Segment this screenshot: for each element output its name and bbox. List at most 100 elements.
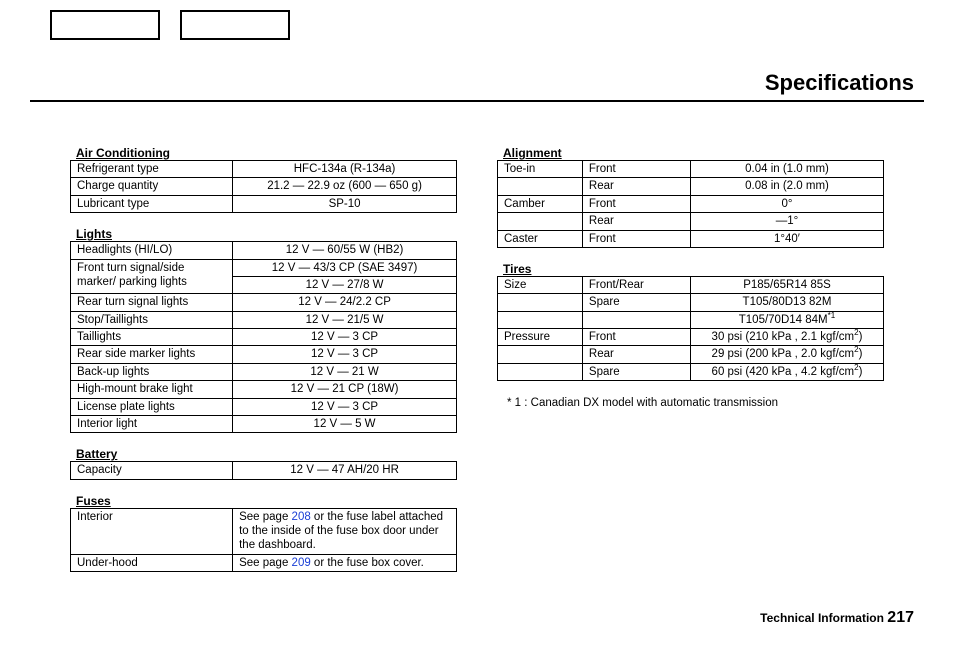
top-box-2 <box>180 10 290 40</box>
cell-sub: Front/Rear <box>582 276 690 293</box>
table-row: Taillights 12 V — 3 CP <box>71 329 457 346</box>
cell-value: 21.2 — 22.9 oz (600 — 650 g) <box>233 178 457 195</box>
cell-value: 12 V — 47 AH/20 HR <box>233 462 457 479</box>
cell-value: 12 V — 21 W <box>233 363 457 380</box>
cell-value: P185/65R14 85S <box>690 276 883 293</box>
page: Specifications Air Conditioning Refriger… <box>0 0 954 657</box>
table-row: Refrigerant type HFC-134a (R-134a) <box>71 161 457 178</box>
table-row: Interior light 12 V — 5 W <box>71 415 457 432</box>
cell-cat: Camber <box>498 195 583 212</box>
cell-cat <box>498 213 583 230</box>
cell-cat: Caster <box>498 230 583 247</box>
table-row: Headlights (HI/LO) 12 V — 60/55 W (HB2) <box>71 242 457 259</box>
cell-sub <box>582 311 690 328</box>
cell-label: Rear turn signal lights <box>71 294 233 311</box>
cell-sub: Spare <box>582 294 690 311</box>
footer-page-number: 217 <box>887 609 914 626</box>
cell-cat: Size <box>498 276 583 293</box>
cell-label: Stop/Taillights <box>71 311 233 328</box>
footnote: * 1 : Canadian DX model with automatic t… <box>497 397 884 409</box>
cell-label: Rear side marker lights <box>71 346 233 363</box>
footer: Technical Information 217 <box>760 609 914 627</box>
table-row: Front turn signal/side marker/ parking l… <box>71 259 457 276</box>
cell-value: 0.08 in (2.0 mm) <box>690 178 883 195</box>
table-row: Caster Front 1°40′ <box>498 230 884 247</box>
cell-value: 12 V — 21 CP (18W) <box>233 381 457 398</box>
cell-sub: Rear <box>582 178 690 195</box>
table-row: Pressure Front 30 psi (210 kPa , 2.1 kgf… <box>498 329 884 346</box>
spare-value-2-sup: *1 <box>828 311 836 320</box>
table-row: Charge quantity 21.2 — 22.9 oz (600 — 65… <box>71 178 457 195</box>
cell-label: High-mount brake light <box>71 381 233 398</box>
table-row: Stop/Taillights 12 V — 21/5 W <box>71 311 457 328</box>
cell-label: Interior light <box>71 415 233 432</box>
cell-label: Lubricant type <box>71 195 233 212</box>
columns: Air Conditioning Refrigerant type HFC-13… <box>30 132 924 572</box>
left-column: Air Conditioning Refrigerant type HFC-13… <box>70 132 457 572</box>
fuse-text-pre: See page <box>239 557 291 569</box>
table-row: Rear side marker lights 12 V — 3 CP <box>71 346 457 363</box>
cell-cat: Toe-in <box>498 161 583 178</box>
pv-pre: 30 psi (210 kPa , 2.1 kgf/cm <box>712 331 855 343</box>
cell-cat <box>498 294 583 311</box>
cell-cat: Pressure <box>498 329 583 346</box>
table-row: Capacity 12 V — 47 AH/20 HR <box>71 462 457 479</box>
cell-value: 12 V — 3 CP <box>233 329 457 346</box>
cell-label: Capacity <box>71 462 233 479</box>
battery-table: Capacity 12 V — 47 AH/20 HR <box>70 461 457 479</box>
cell-value: 1°40′ <box>690 230 883 247</box>
top-box-1 <box>50 10 160 40</box>
table-row: License plate lights 12 V — 3 CP <box>71 398 457 415</box>
cell-value: 12 V — 24/2.2 CP <box>233 294 457 311</box>
cell-label: Front turn signal/side marker/ parking l… <box>71 259 233 294</box>
cell-value: 12 V — 43/3 CP (SAE 3497) <box>233 259 457 276</box>
table-row: Rear 29 psi (200 kPa , 2.0 kgf/cm2) <box>498 346 884 363</box>
table-row: Size Front/Rear P185/65R14 85S <box>498 276 884 293</box>
page-link[interactable]: 208 <box>292 511 311 523</box>
air-conditioning-table: Refrigerant type HFC-134a (R-134a) Charg… <box>70 160 457 213</box>
table-row: Interior See page 208 or the fuse label … <box>71 508 457 554</box>
cell-label: Interior <box>71 508 233 554</box>
table-row: Under-hood See page 209 or the fuse box … <box>71 554 457 571</box>
cell-value: SP-10 <box>233 195 457 212</box>
table-row: Camber Front 0° <box>498 195 884 212</box>
cell-value: 0° <box>690 195 883 212</box>
top-boxes <box>30 10 924 40</box>
pv-post: ) <box>859 331 863 343</box>
footer-section: Technical Information <box>760 611 884 625</box>
cell-value: —1° <box>690 213 883 230</box>
table-row: Spare T105/80D13 82M <box>498 294 884 311</box>
cell-label: License plate lights <box>71 398 233 415</box>
table-row: Toe-in Front 0.04 in (1.0 mm) <box>498 161 884 178</box>
table-row: Spare 60 psi (420 kPa , 4.2 kgf/cm2) <box>498 363 884 380</box>
cell-value: 12 V — 27/8 W <box>233 276 457 293</box>
cell-value: 12 V — 60/55 W (HB2) <box>233 242 457 259</box>
cell-sub: Front <box>582 230 690 247</box>
right-column: Alignment Toe-in Front 0.04 in (1.0 mm) … <box>497 132 884 572</box>
fuse-text-post: or the fuse box cover. <box>311 557 424 569</box>
alignment-title: Alignment <box>497 146 884 160</box>
cell-value: T105/70D14 84M*1 <box>690 311 883 328</box>
table-row: Rear 0.08 in (2.0 mm) <box>498 178 884 195</box>
cell-sub: Rear <box>582 346 690 363</box>
cell-sub: Front <box>582 161 690 178</box>
lights-table: Headlights (HI/LO) 12 V — 60/55 W (HB2) … <box>70 241 457 433</box>
cell-sub: Front <box>582 195 690 212</box>
cell-value: 12 V — 21/5 W <box>233 311 457 328</box>
cell-sub: Spare <box>582 363 690 380</box>
cell-value: T105/80D13 82M <box>690 294 883 311</box>
pv-post: ) <box>859 366 863 378</box>
page-link[interactable]: 209 <box>292 557 311 569</box>
alignment-table: Toe-in Front 0.04 in (1.0 mm) Rear 0.08 … <box>497 160 884 248</box>
cell-value: 29 psi (200 kPa , 2.0 kgf/cm2) <box>690 346 883 363</box>
table-row: Rear turn signal lights 12 V — 24/2.2 CP <box>71 294 457 311</box>
fuses-table: Interior See page 208 or the fuse label … <box>70 508 457 573</box>
cell-value: 12 V — 3 CP <box>233 346 457 363</box>
cell-label: Under-hood <box>71 554 233 571</box>
page-title: Specifications <box>30 70 924 96</box>
cell-value: 0.04 in (1.0 mm) <box>690 161 883 178</box>
battery-title: Battery <box>70 447 457 461</box>
cell-sub: Rear <box>582 213 690 230</box>
cell-value: See page 208 or the fuse label attached … <box>233 508 457 554</box>
table-row: High-mount brake light 12 V — 21 CP (18W… <box>71 381 457 398</box>
